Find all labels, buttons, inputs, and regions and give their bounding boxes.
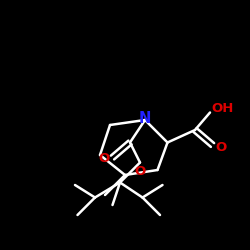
Text: O: O (216, 141, 227, 154)
Text: O: O (98, 152, 110, 165)
Text: O: O (134, 165, 145, 178)
Text: N: N (139, 111, 151, 126)
Text: OH: OH (211, 102, 234, 115)
